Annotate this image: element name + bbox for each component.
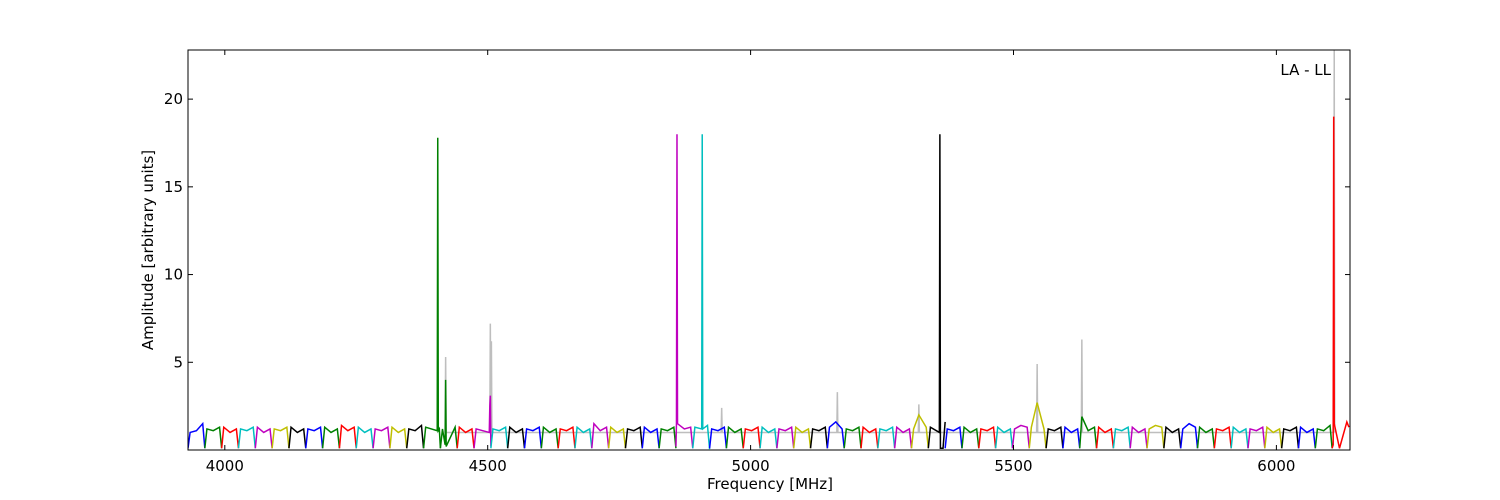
spectrum-line	[725, 425, 744, 449]
y-tick-label: 5	[173, 353, 183, 371]
x-tick-label: 5500	[994, 457, 1032, 475]
spectrum-line	[1028, 402, 1047, 449]
spectrum-line	[473, 395, 492, 449]
spectrum-line	[927, 134, 946, 449]
spectrum-line	[1179, 422, 1199, 449]
spectrum-line	[1129, 425, 1148, 449]
spectrum-line	[237, 425, 257, 449]
annotation: LA - LL	[1280, 61, 1331, 79]
plot-area	[188, 50, 1350, 450]
spectrum-line	[1112, 425, 1131, 449]
spectrum-line	[910, 413, 930, 449]
spectrum-line	[1095, 425, 1115, 449]
x-tick-label: 4500	[469, 457, 507, 475]
spectrum-line	[624, 425, 644, 449]
spectrum-line	[776, 425, 795, 449]
spectrum-line	[305, 425, 324, 449]
spectrum-line	[1331, 116, 1350, 449]
y-tick-label: 10	[164, 266, 183, 284]
spectrum-line	[574, 425, 593, 449]
spectrum-line	[1213, 425, 1232, 449]
spectrum-line	[1314, 423, 1333, 449]
spectrum-line	[1078, 416, 1098, 449]
spectrum-line	[271, 425, 290, 449]
spectrum-line	[254, 425, 273, 449]
spectrum-line	[1247, 425, 1266, 449]
spectrum-line	[860, 425, 879, 449]
spectrum-line	[843, 425, 862, 449]
spectrum-line	[759, 425, 778, 449]
spectrum-line	[1146, 424, 1165, 449]
spectrum-line	[961, 425, 980, 449]
spectrum-line	[944, 425, 963, 449]
x-tick-label: 5000	[732, 457, 770, 475]
spectrum-line	[742, 425, 761, 449]
plot-frame	[187, 49, 1351, 451]
spectrum-line	[422, 137, 442, 449]
spectrum-line	[658, 425, 677, 449]
spectrum-line	[1280, 425, 1300, 449]
x-axis-label: Frequency [MHz]	[707, 475, 833, 493]
spectrum-line	[708, 425, 728, 449]
spectrum-line	[675, 134, 694, 449]
spectrum-line	[490, 425, 509, 449]
spectrum-line	[405, 423, 425, 449]
spectrum-line	[506, 425, 526, 449]
spectrum-line	[338, 423, 357, 449]
x-tick-label: 6000	[1257, 457, 1295, 475]
spectrum-line	[372, 425, 391, 449]
spectrum-line	[1264, 425, 1283, 449]
spectrum-line	[607, 425, 627, 449]
spectrum-line	[204, 425, 223, 449]
x-tick-label: 4000	[206, 457, 244, 475]
spectrum-line	[188, 421, 206, 449]
y-axis-label: Amplitude [arbitrary units]	[139, 150, 157, 350]
spectrum-line	[877, 425, 896, 449]
spectrum-line	[826, 420, 845, 449]
spectrum-line	[1062, 425, 1081, 449]
spectrum-line	[523, 425, 543, 449]
spectrum-line	[389, 425, 408, 449]
spectrum-line	[1297, 425, 1317, 449]
spectrum-line	[557, 425, 576, 449]
y-tick-label: 20	[164, 90, 183, 108]
y-tick-label: 15	[164, 178, 183, 196]
spectrum-line	[288, 425, 307, 449]
spectrum-line	[1230, 425, 1249, 449]
spectrum-line	[540, 425, 559, 449]
spectrum-line	[893, 425, 913, 449]
spectrum-line	[692, 134, 711, 450]
spectrum-line	[355, 425, 374, 449]
spectrum-line	[456, 425, 475, 449]
spectrum-line	[591, 421, 610, 449]
spectrum-line	[792, 425, 812, 449]
spectrum-line	[641, 425, 660, 449]
spectrum-line	[994, 425, 1014, 449]
spectrum-line	[220, 425, 240, 449]
spectrum-line	[321, 425, 341, 449]
spectrum-line	[444, 50, 1336, 434]
spectrum-line	[439, 379, 458, 449]
spectrum-line	[978, 425, 997, 449]
spectrum-line	[1163, 425, 1182, 449]
plot-lines	[188, 50, 1350, 450]
spectrum-line	[1045, 425, 1064, 449]
spectrum-line	[809, 425, 829, 449]
spectrum-line	[1011, 424, 1031, 449]
spectrum-line	[1196, 425, 1216, 449]
